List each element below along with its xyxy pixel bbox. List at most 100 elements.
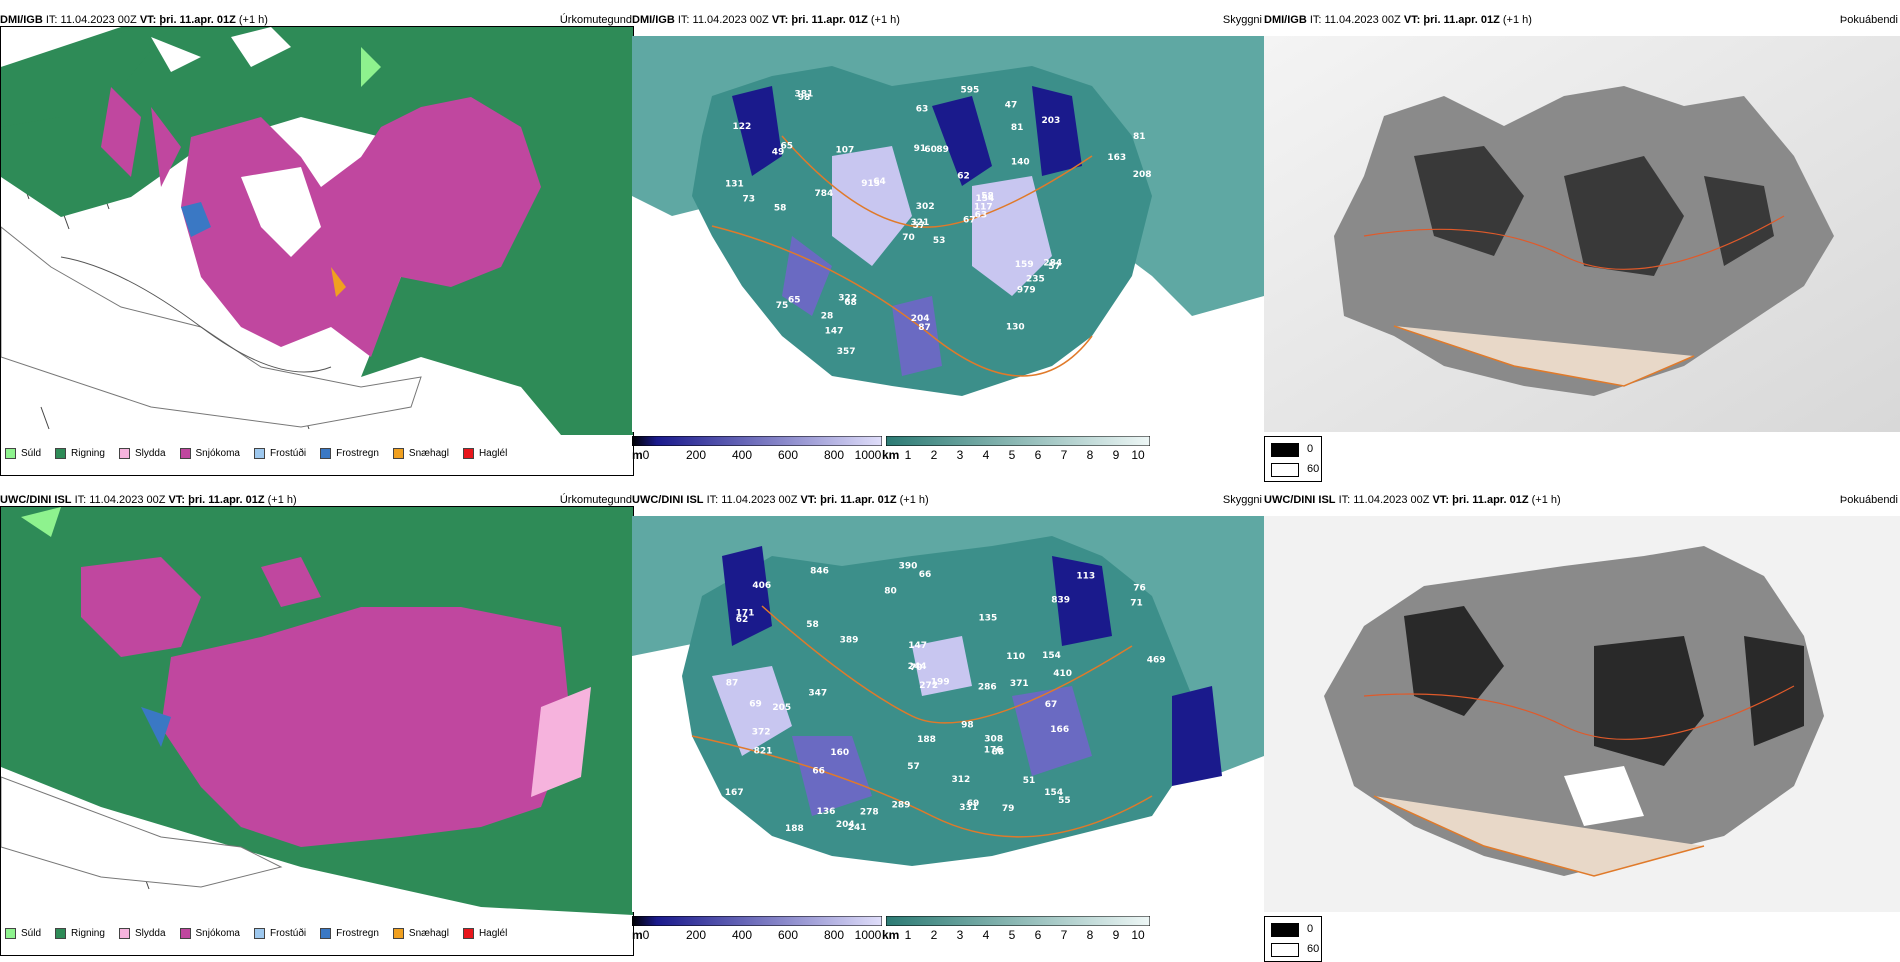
ceiling-value: 410 (1053, 669, 1072, 679)
ceiling-value: 188 (785, 824, 804, 834)
ceiling-value: 63 (916, 104, 929, 114)
ceiling-value: 154 (976, 194, 995, 204)
ceiling-value: 272 (919, 681, 938, 691)
ceiling-colorbar: m 0 200 400 600 800 1000 (632, 916, 882, 946)
ceiling-value: 63 (975, 210, 988, 220)
valid-time: þri. 11.apr. 01Z (159, 14, 236, 26)
ceiling-value: 53 (933, 236, 946, 246)
legend-item: Súld (5, 447, 41, 459)
product-name: Þokuábendi (1839, 14, 1898, 26)
panel-header: DMI/IGB IT: 11.04.2023 00Z VT: þri. 11.a… (632, 14, 1262, 26)
valid-time-label: VT: (139, 14, 157, 26)
precip-legend: Súld Rigning Slydda Snjókoma Frostúði Fr… (5, 443, 507, 463)
ceiling-value: 98 (961, 721, 974, 731)
ceiling-value: 839 (1051, 595, 1070, 605)
ceiling-value: 88 (992, 748, 1005, 758)
ceiling-value: 312 (952, 775, 971, 785)
ceiling-value: 208 (1133, 170, 1152, 180)
fog-map[interactable] (1264, 36, 1900, 432)
legend-item: Haglél (462, 447, 507, 459)
panel-header: DMI/IGB IT: 11.04.2023 00Z VT: þri. 11.a… (1264, 14, 1898, 26)
ceiling-value: 65 (781, 142, 794, 152)
ceiling-value: 70 (910, 663, 923, 673)
product-name: Úrkomutegund (559, 14, 632, 26)
ceiling-value: 171 (736, 609, 755, 619)
ceiling-value: 81 (1011, 123, 1024, 133)
ceiling-value: 343 (1059, 838, 1078, 848)
visibility-colorbar: km 1 2 3 4 5 6 7 8 9 10 (882, 916, 1150, 946)
ceiling-value: 331 (959, 803, 978, 813)
precip-type-panel-top: DMI/IGB IT: 11.04.2023 00Z VT: þri. 11.a… (0, 12, 634, 476)
legend-item: Snjókoma (179, 447, 240, 459)
fog-indicator-panel-top: DMI/IGB IT: 11.04.2023 00Z VT: þri. 11.a… (1264, 12, 1900, 482)
ceiling-value: 821 (754, 746, 773, 756)
ceiling-value: 167 (725, 788, 744, 798)
ceiling-value: 176 (984, 745, 1003, 755)
ceiling-value: 117 (974, 203, 993, 213)
ceiling-value: 49 (772, 147, 785, 157)
ceiling-value: 154 (1044, 788, 1063, 798)
ceiling-value: 147 (825, 327, 844, 337)
ceiling-value: 80 (884, 587, 897, 597)
ceiling-value: 371 (1010, 679, 1029, 689)
ceiling-visibility-panel-bottom: UWC/DINI ISL IT: 11.04.2023 00Z VT: þri.… (632, 492, 1264, 942)
ceiling-value: 87 (918, 323, 931, 333)
legend-item: Frostúði (253, 447, 306, 459)
panel-header: UWC/DINI ISL IT: 11.04.2023 00Z VT: þri.… (0, 494, 632, 506)
ceiling-value: 62 (957, 172, 970, 182)
ceiling-value: 55 (1058, 796, 1071, 806)
ceiling-regions (732, 86, 1082, 376)
ceiling-value: 278 (860, 807, 879, 817)
panel-header: UWC/DINI ISL IT: 11.04.2023 00Z VT: þri.… (1264, 494, 1898, 506)
ceiling-value: 98 (798, 93, 811, 103)
ceiling-value: 357 (837, 347, 856, 357)
ceiling-value: 51 (1023, 776, 1036, 786)
ceiling-value: 58 (981, 192, 994, 202)
ceiling-value: 915 (861, 179, 880, 189)
ceiling-value: 64 (873, 177, 886, 187)
ceiling-value: 163 (1107, 153, 1126, 163)
ceiling-value: 140 (1011, 158, 1030, 168)
ceiling-value: 81 (1133, 132, 1146, 142)
fog-map[interactable] (1264, 516, 1900, 912)
precip-type-panel-bottom: UWC/DINI ISL IT: 11.04.2023 00Z VT: þri.… (0, 492, 634, 956)
ceiling-gradient (632, 436, 882, 446)
ceiling-value: 57 (1048, 262, 1061, 272)
ceiling-map[interactable]: 5349571651546847898167988058817014079916… (632, 36, 1264, 432)
ceiling-value: 284 (1043, 258, 1062, 268)
ceiling-value: 79 (1002, 804, 1015, 814)
init-time: IT: 11.04.2023 00Z (45, 14, 137, 26)
ceiling-value: 159 (1015, 260, 1034, 270)
ceiling-value: 166 (1050, 725, 1069, 735)
ceiling-value: 135 (979, 613, 998, 623)
ceiling-map[interactable]: 87 66 154 76 171 89 205 135 147 113 199 166 390 62 58 6… (632, 516, 1264, 912)
ceiling-unit: m (632, 448, 643, 462)
model-name: DMI/IGB (0, 14, 43, 26)
ceiling-value: 69 (967, 799, 980, 809)
precip-map[interactable] (1, 507, 633, 915)
product-name: Úrkomutegund (559, 494, 632, 506)
ceiling-value: 389 (840, 636, 859, 646)
map-frame: Súld Rigning Slydda Snjókoma Frostúði Fr… (0, 506, 634, 956)
product-name: Skyggni (1222, 14, 1262, 26)
ceiling-value: 203 (1042, 116, 1061, 126)
ceiling-value: 286 (978, 683, 997, 693)
ceiling-value: 107 (836, 145, 855, 155)
ceiling-value: 322 (838, 294, 857, 304)
ceiling-value: 98 (1121, 320, 1134, 330)
ceiling-value: 136 (817, 807, 836, 817)
ceiling-visibility-panel-top: DMI/IGB IT: 11.04.2023 00Z VT: þri. 11.a… (632, 12, 1264, 462)
ceiling-value: 127 (761, 356, 780, 366)
lead-time: (+1 h) (238, 14, 268, 26)
product-name: Skyggni (1222, 494, 1262, 506)
ceiling-value: 381 (795, 90, 814, 100)
ceiling-value: 235 (1026, 274, 1045, 284)
ceiling-value: 71 (1130, 598, 1143, 608)
panel-header: DMI/IGB IT: 11.04.2023 00Z VT: þri. 11.a… (0, 12, 634, 28)
precip-legend: Súld Rigning Slydda Snjókoma Frostúði Fr… (5, 923, 507, 943)
ceiling-value: 69 (749, 699, 762, 709)
precip-map[interactable] (1, 27, 633, 435)
ceiling-value-labels: 5349571651546847898167988058817014079916… (725, 86, 1151, 367)
visibility-unit: km (882, 448, 900, 462)
ceiling-value: 87 (756, 338, 769, 348)
